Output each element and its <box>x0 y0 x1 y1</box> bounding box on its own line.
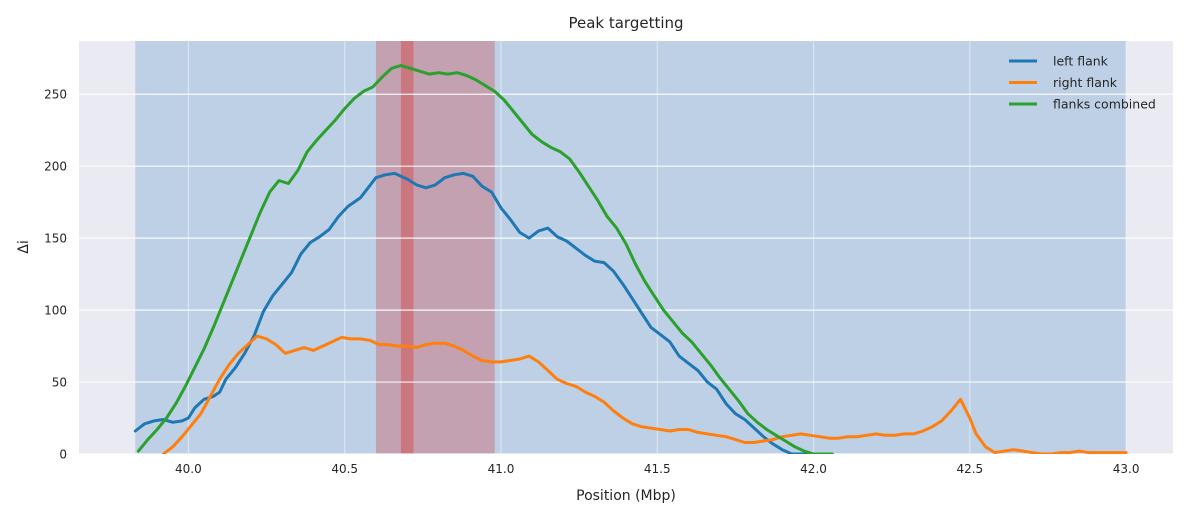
x-tick-label: 40.0 <box>175 462 202 476</box>
x-tick-label: 41.5 <box>644 462 671 476</box>
highlight-span-1 <box>375 41 495 454</box>
highlight-span-2 <box>400 41 414 454</box>
y-tick-label: 250 <box>44 88 67 102</box>
legend-label: left flank <box>1053 54 1109 69</box>
y-tick-label: 100 <box>44 304 67 318</box>
legend-label: flanks combined <box>1053 97 1156 112</box>
plot-background <box>79 41 1173 454</box>
y-axis-ticks: 0 50 100 150 200 250 <box>44 88 67 462</box>
y-tick-label: 200 <box>44 160 67 174</box>
x-axis-label: Position (Mbp) <box>576 488 676 504</box>
series-line-flanks-combined <box>136 64 834 454</box>
y-tick-label: 0 <box>59 448 67 462</box>
x-tick-label: 42.5 <box>956 462 983 476</box>
x-tick-label: 42.0 <box>800 462 827 476</box>
legend-label: right flank <box>1053 75 1118 90</box>
series-line-left-flank <box>133 171 815 454</box>
y-tick-label: 50 <box>52 376 67 390</box>
series-layer <box>133 64 1128 454</box>
y-tick-label: 150 <box>44 232 67 246</box>
x-axis-ticks: 40.0 40.5 41.0 41.5 42.0 42.5 43.0 <box>175 462 1139 476</box>
x-tick-label: 43.0 <box>1113 462 1140 476</box>
chart-title: Peak targetting <box>568 14 683 32</box>
x-tick-label: 41.0 <box>488 462 515 476</box>
x-tick-label: 40.5 <box>331 462 358 476</box>
y-axis-label: Δi <box>16 240 32 253</box>
series-line-right-flank <box>161 334 1128 454</box>
legend: left flank right flank flanks combined <box>1009 54 1156 112</box>
highlight-span-0 <box>135 41 1127 454</box>
spans-layer <box>135 41 1127 454</box>
grid-layer <box>79 41 1173 455</box>
